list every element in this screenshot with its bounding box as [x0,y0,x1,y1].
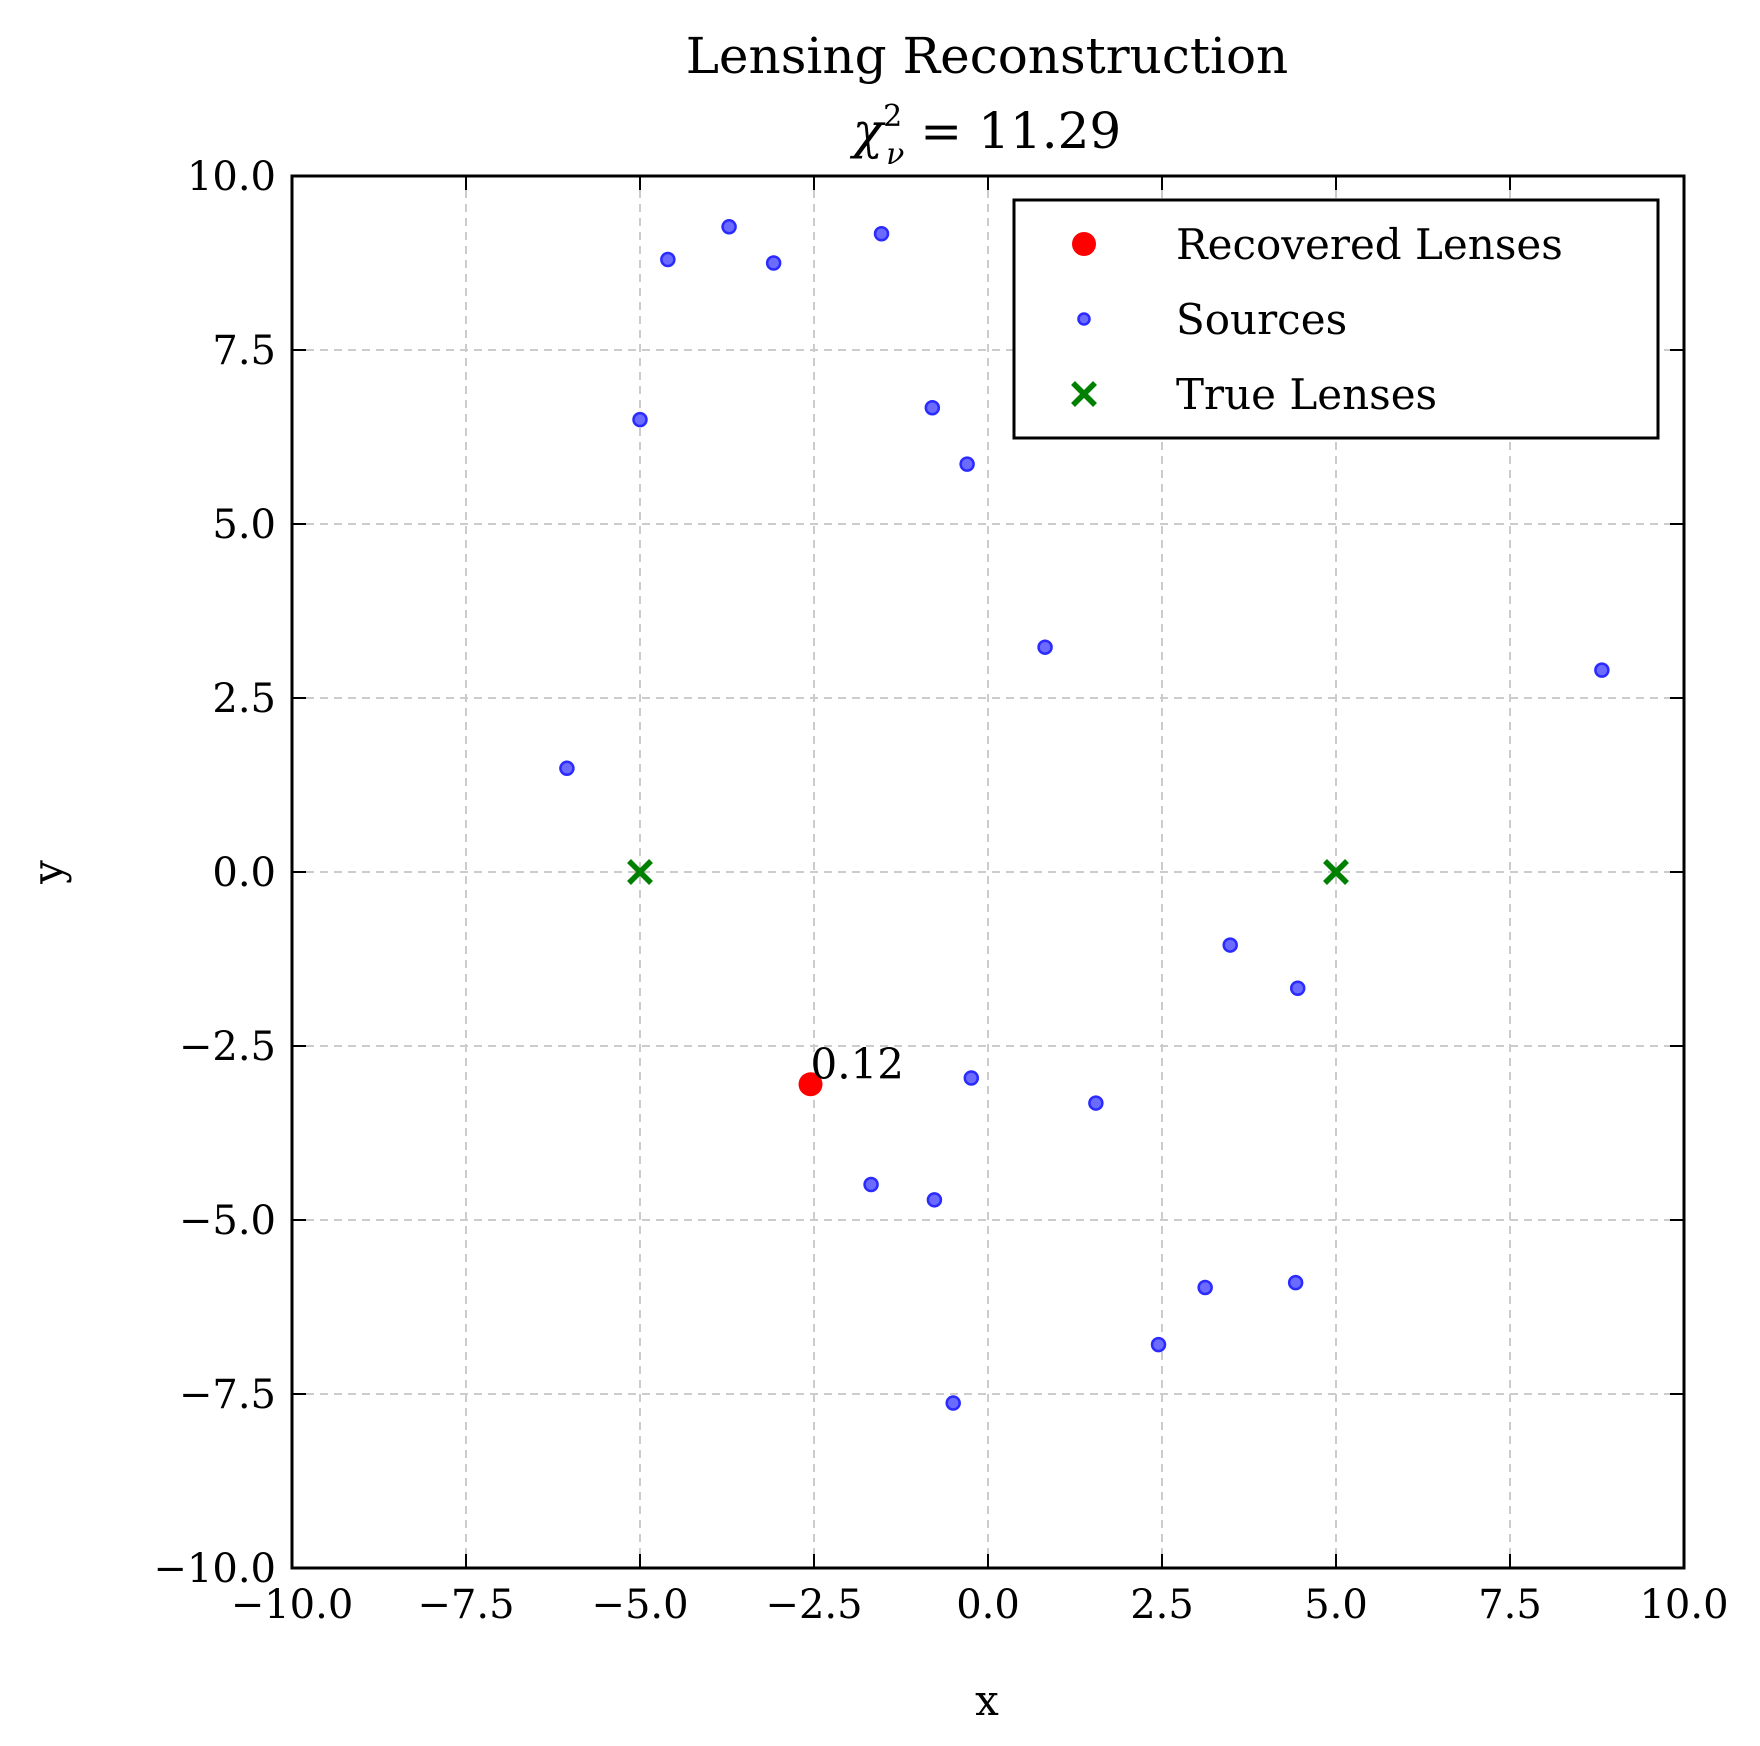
chart-title: Lensing Reconstruction [686,27,1289,85]
subtitle-value: = 11.29 [904,102,1121,160]
x-tick-label: −2.5 [765,1582,862,1628]
y-axis-label: y [23,860,72,885]
source-point [721,219,737,235]
source-point [1037,639,1053,655]
source-point [632,411,648,428]
true-lens-stroke [1071,381,1097,407]
source-point [1077,312,1091,326]
x-tick-label: 2.5 [1130,1582,1194,1628]
axis-ticks: −10.0 −7.5 −5.0 −2.5 0.0 2.5 5.0 7.5 10.0 −10.0 −7… [153,154,1728,1628]
legend-item: Sources [1077,295,1347,344]
source-point [1088,1095,1104,1111]
source-point [1594,662,1610,678]
source-point [1197,1279,1213,1296]
y-tick-label: 0.0 [212,850,276,896]
recovered-lens-point [798,1072,823,1097]
subtitle-subscript: ν [886,137,904,172]
source-point [660,251,676,268]
source-point [963,1070,980,1086]
source-point [765,255,782,271]
x-tick-label: −5.0 [591,1582,688,1628]
source-point [924,400,941,416]
source-point [1289,980,1306,996]
source-point [1222,937,1238,953]
y-tick-label: −7.5 [179,1372,276,1418]
y-tick-label: −10.0 [153,1546,276,1592]
x-tick-label: 7.5 [1478,1582,1542,1628]
true-lens-stroke [1323,859,1349,885]
y-tick-label: 7.5 [212,328,276,374]
legend-item: True Lenses [1071,370,1437,419]
plot-marks: 0.12 [559,219,1610,1411]
legend-label: Recovered Lenses [1176,220,1563,269]
plot-frame [290,174,1686,1570]
source-point [959,456,975,472]
source-point [945,1395,961,1411]
y-tick-label: 10.0 [187,154,276,200]
true-lens-stroke [627,859,653,885]
y-tick-label: 5.0 [212,502,276,548]
x-tick-label: 5.0 [1304,1582,1368,1628]
legend: Recovered Lenses Sources True Lenses [1012,198,1660,440]
legend-item: Recovered Lenses [1072,220,1563,269]
x-tick-label: 10.0 [1639,1582,1728,1628]
point-annotation: 0.12 [811,1039,905,1088]
source-point [926,1192,943,1208]
recovered-lens-point [1072,232,1096,256]
y-tick-label: 2.5 [212,676,276,722]
source-point [1287,1274,1304,1291]
subtitle-superscript: 2 [883,99,902,134]
legend-label: True Lenses [1176,370,1437,419]
true-lens-point [1323,859,1349,885]
x-tick-label: −7.5 [417,1582,514,1628]
source-point [863,1176,879,1193]
y-tick-label: −2.5 [179,1024,276,1070]
subtitle-symbol: χ [850,102,886,160]
legend-label: Sources [1176,295,1347,344]
x-tick-label: −10.0 [231,1582,354,1628]
legend-box [1012,198,1660,440]
source-point [559,760,575,777]
true-lens-point [627,859,653,885]
chart-subtitle: χ2 ν = 11.29 [850,99,1121,172]
x-axis-label: x [975,1676,999,1725]
true-lens-point [1071,381,1097,407]
source-point [873,226,890,242]
x-tick-label: 0.0 [956,1582,1020,1628]
y-tick-label: −5.0 [179,1198,276,1244]
source-point [1150,1336,1167,1353]
